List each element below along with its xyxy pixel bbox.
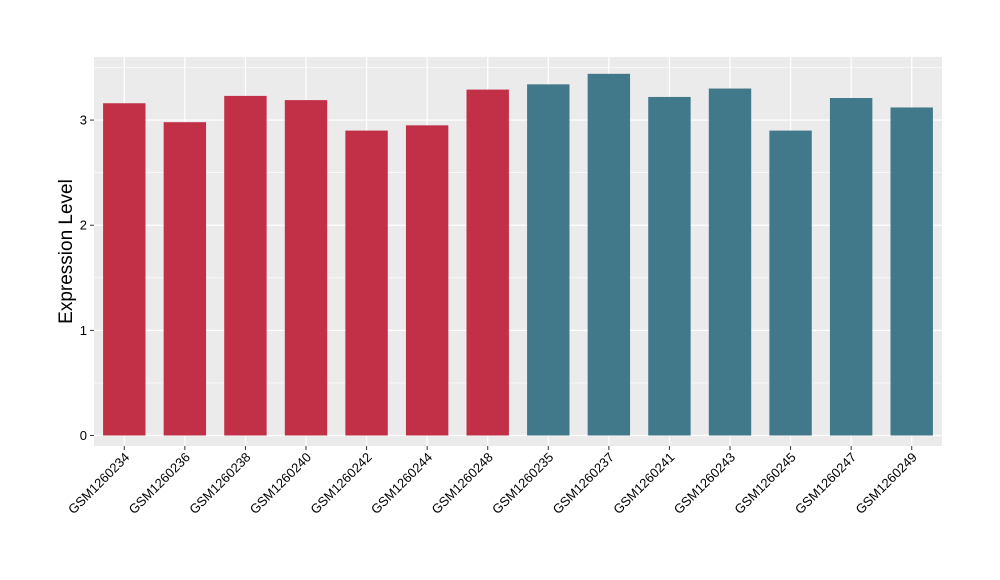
bar-GSM1260234: [103, 103, 146, 436]
x-tick-label: GSM1260235: [489, 450, 556, 517]
bar-GSM1260237: [587, 73, 631, 436]
y-tick-label: 1: [80, 323, 87, 338]
bar-GSM1260235: [527, 84, 570, 436]
bar-GSM1260236: [163, 122, 207, 436]
x-tick-label: GSM1260245: [731, 450, 798, 517]
bar-GSM1260249: [890, 107, 933, 436]
y-axis: 0 1 2 3: [80, 113, 94, 443]
bar-GSM1260245: [769, 130, 812, 436]
y-axis-title: Expression Level: [56, 179, 77, 324]
bar-GSM1260238: [224, 95, 267, 436]
x-tick-label: GSM1260244: [368, 450, 435, 517]
x-tick-label: GSM1260243: [671, 450, 738, 517]
bar-GSM1260248: [466, 89, 509, 436]
bar-GSM1260244: [405, 125, 449, 436]
x-tick-label: GSM1260234: [65, 450, 132, 517]
x-axis: GSM1260234GSM1260236GSM1260238GSM1260240…: [65, 446, 920, 517]
x-tick-label: GSM1260247: [792, 450, 859, 517]
bar-GSM1260243: [708, 88, 752, 436]
bar-GSM1260247: [829, 98, 873, 436]
y-tick-label: 2: [80, 218, 87, 233]
x-tick-label: GSM1260249: [852, 450, 919, 517]
x-tick-label: GSM1260248: [428, 450, 495, 517]
x-tick-label: GSM1260240: [247, 450, 314, 517]
bar-GSM1260242: [345, 130, 388, 436]
x-tick-label: GSM1260238: [186, 450, 253, 517]
bar-GSM1260240: [284, 100, 328, 436]
x-tick-label: GSM1260241: [610, 450, 677, 517]
x-tick-label: GSM1260242: [307, 450, 374, 517]
plot-background: [94, 57, 942, 446]
bar-GSM1260241: [648, 96, 691, 436]
bars: [103, 73, 933, 436]
x-tick-label: GSM1260237: [550, 450, 617, 517]
y-tick-label: 3: [80, 113, 87, 128]
x-tick-label: GSM1260236: [126, 450, 193, 517]
y-tick-label: 0: [80, 428, 87, 443]
